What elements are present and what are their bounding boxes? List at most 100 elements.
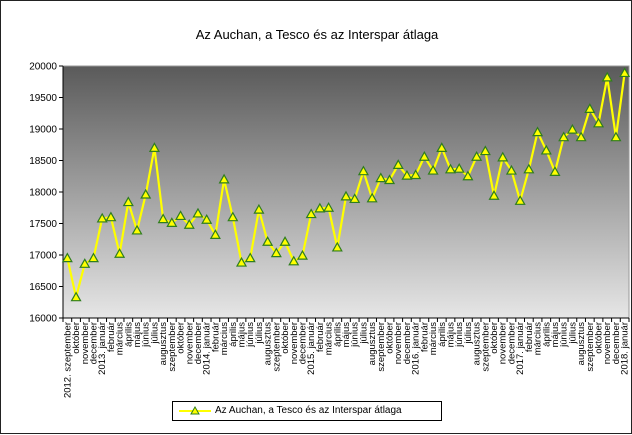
x-tick-label: szeptember — [271, 322, 282, 372]
data-point — [471, 150, 483, 161]
x-tick-label: december — [506, 322, 517, 364]
x-tick-label: november — [393, 322, 404, 364]
y-tick-label: 18000 — [29, 188, 57, 199]
x-tick-label: 2014. január — [202, 322, 213, 375]
data-point — [140, 188, 152, 199]
data-point — [227, 211, 239, 222]
data-point — [401, 169, 413, 180]
x-tick-label: március — [219, 322, 230, 356]
x-tick-label: október — [385, 322, 396, 354]
data-point — [418, 150, 430, 161]
legend-label: Az Auchan, a Tesco és az Interspar átlag… — [215, 405, 402, 416]
data-point — [209, 229, 221, 239]
data-point — [183, 219, 195, 229]
x-tick-label: szeptember — [480, 322, 491, 372]
data-point — [558, 131, 570, 142]
x-tick-label: június — [350, 322, 361, 348]
data-point — [79, 258, 91, 268]
x-tick-label: április — [541, 322, 552, 347]
y-tick-label: 17500 — [29, 219, 57, 230]
x-tick-label: november — [184, 322, 195, 364]
data-point — [392, 159, 404, 170]
data-point — [497, 151, 509, 162]
x-tick-label: 2012. szeptember — [62, 322, 73, 398]
data-point — [235, 256, 248, 267]
data-point — [410, 169, 422, 180]
x-tick-label: október — [594, 322, 605, 354]
y-tick-label: 20000 — [29, 62, 57, 73]
data-point — [288, 255, 300, 266]
x-tick-label: június — [141, 322, 152, 348]
data-point — [244, 252, 256, 263]
x-tick-label: február — [106, 322, 117, 352]
data-point — [488, 190, 500, 200]
data-point — [270, 247, 282, 258]
data-point — [331, 241, 343, 252]
legend-line-marker — [179, 406, 211, 415]
x-tick-label: augusztus — [576, 322, 587, 366]
data-point — [218, 173, 230, 184]
data-point — [323, 202, 335, 212]
x-tick-label: május — [341, 322, 352, 348]
x-tick-label: december — [88, 322, 99, 364]
x-tick-label: szeptember — [585, 322, 596, 372]
x-tick-label: szeptember — [376, 322, 387, 372]
data-point — [166, 217, 178, 227]
data-point — [375, 172, 387, 183]
data-point — [462, 170, 474, 181]
data-point — [192, 207, 204, 218]
data-point — [453, 162, 465, 173]
x-tick-label: március — [533, 322, 544, 356]
x-tick-label: 2013. január — [97, 322, 108, 375]
x-tick-label: július — [149, 322, 160, 345]
x-tick-label: június — [559, 322, 570, 348]
data-point — [592, 117, 605, 128]
data-point — [131, 224, 143, 235]
data-point — [584, 103, 596, 113]
data-point — [384, 174, 396, 185]
x-tick-label: május — [445, 322, 456, 348]
x-tick-label: április — [123, 322, 134, 347]
x-tick-label: április — [437, 322, 448, 347]
y-tick-label: 19500 — [29, 93, 57, 104]
data-point — [505, 164, 517, 175]
x-tick-label: november — [498, 322, 509, 364]
x-tick-label: december — [297, 322, 308, 364]
data-point — [114, 248, 126, 258]
data-point — [566, 123, 578, 134]
x-tick-label: május — [132, 322, 143, 348]
x-tick-label: június — [245, 322, 256, 348]
data-point — [479, 145, 491, 156]
data-point — [575, 131, 587, 142]
data-point — [148, 142, 160, 152]
x-tick-label: február — [419, 322, 430, 352]
x-tick-label: augusztus — [367, 322, 378, 366]
x-tick-label: augusztus — [263, 322, 274, 366]
x-tick-label: 2018. január — [620, 322, 631, 375]
data-point — [157, 213, 169, 224]
data-point — [253, 203, 265, 214]
x-tick-label: 2017. január — [515, 322, 526, 375]
legend: Az Auchan, a Tesco és az Interspar átlag… — [172, 401, 442, 421]
x-tick-label: november — [602, 322, 613, 364]
x-tick-label: november — [289, 322, 300, 364]
x-tick-label: március — [115, 322, 126, 356]
data-point — [70, 291, 82, 302]
data-point — [549, 166, 561, 176]
x-tick-label: augusztus — [472, 322, 483, 366]
x-tick-label: április — [228, 322, 239, 347]
y-tick-label: 16000 — [29, 314, 57, 325]
data-point — [427, 164, 439, 175]
data-point — [366, 192, 378, 203]
x-tick-label: 2015. január — [306, 322, 317, 375]
x-tick-label: október — [71, 322, 82, 354]
x-tick-label: szeptember — [167, 322, 178, 372]
data-point — [279, 236, 291, 246]
x-tick-label: augusztus — [158, 322, 169, 366]
data-point — [201, 213, 213, 224]
x-tick-label: március — [428, 322, 439, 356]
x-tick-label: július — [567, 322, 578, 345]
data-point — [262, 236, 274, 246]
